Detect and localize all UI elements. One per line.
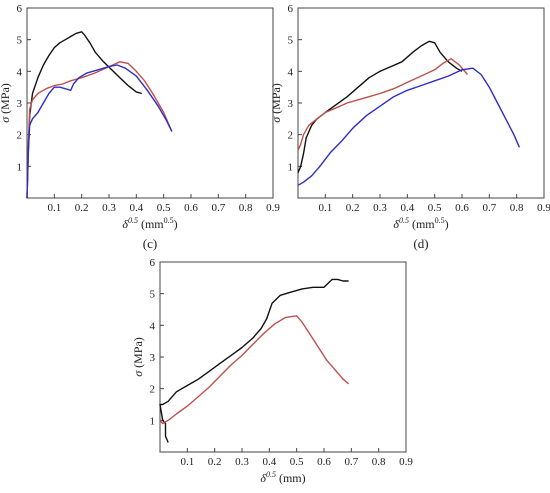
x-tick-label: 0.3	[102, 202, 116, 214]
panel-label: (c)	[143, 236, 157, 251]
y-tick-label: 5	[288, 35, 294, 47]
plot-frame	[159, 261, 407, 453]
panel-label: (d)	[413, 236, 428, 251]
y-tick-label: 6	[17, 3, 23, 15]
x-tick-label: 0.8	[239, 202, 253, 214]
y-tick-label: 4	[150, 320, 156, 332]
x-tick-label: 0.1	[47, 202, 61, 214]
y-tick-label: 6	[288, 3, 294, 15]
y-tick-label: 3	[150, 352, 156, 364]
x-tick-label: 0.5	[290, 456, 304, 468]
x-tick-label: 0.2	[75, 202, 89, 214]
y-tick-label: 5	[17, 35, 23, 47]
y-tick-label: 1	[17, 161, 23, 173]
x-axis-label: δ0.5 (mm0.5)	[122, 216, 177, 231]
x-tick-label: 0.6	[317, 456, 331, 468]
x-tick-label: 0.1	[318, 202, 332, 214]
x-axis-label: δ0.5 (mm0.5)	[393, 216, 448, 231]
series-line-2	[159, 315, 350, 425]
y-tick-label: 5	[150, 289, 156, 301]
x-tick-label: 0.4	[129, 202, 143, 214]
y-tick-label: 1	[288, 161, 294, 173]
y-tick-label: 3	[288, 98, 294, 110]
x-tick-label: 0.9	[399, 456, 413, 468]
x-tick-label: 0.9	[537, 202, 550, 214]
x-axis-label: δ0.5 (mm)	[260, 470, 305, 485]
x-tick-label: 0.8	[372, 456, 386, 468]
chart-panel-3: 1 2 3 4 5 6 0.1 0.2 0.3 0.4 0.5 0.6 0.7 0.8 0.9 δ0.5 (m…	[131, 257, 413, 493]
y-tick-label: 4	[288, 66, 294, 78]
panel-label: (e)	[276, 490, 290, 493]
y-tick-label: 2	[150, 384, 156, 396]
y-axis-label: σ (MPa)	[269, 83, 283, 123]
series-line-1	[159, 278, 349, 443]
x-tick-label: 0.6	[184, 202, 198, 214]
plot-frame	[297, 7, 545, 199]
y-tick-label: 4	[17, 66, 23, 78]
x-tick-label: 0.4	[400, 202, 414, 214]
series-line-2	[26, 61, 173, 199]
y-tick-label: 1	[150, 415, 156, 427]
x-tick-label: 0.2	[346, 202, 360, 214]
x-tick-label: 0.3	[373, 202, 387, 214]
chart-panel-2: 1 2 3 4 5 6 0.1 0.2 0.3 0.4 0.5 0.6 0.7 0.8 0.9 δ0.5 (m…	[269, 3, 550, 251]
x-tick-label: 0.5	[428, 202, 442, 214]
x-tick-label: 0.7	[211, 202, 225, 214]
series-line-1	[297, 40, 463, 173]
x-tick-label: 0.7	[344, 456, 358, 468]
chart-panel-1: 1 2 3 4 5 6 0.1 0.2 0.3 0.4 0.5 0.6 0.7 0.8 0.9 δ0.5 (m…	[0, 3, 280, 251]
x-tick-label: 0.9	[266, 202, 280, 214]
x-tick-label: 0.5	[157, 202, 171, 214]
x-tick-label: 0.3	[235, 456, 249, 468]
y-axis-label: σ (MPa)	[0, 83, 12, 123]
plot-frame	[26, 7, 274, 199]
x-tick-label: 0.7	[482, 202, 496, 214]
y-tick-label: 6	[150, 257, 156, 269]
x-tick-label: 0.4	[262, 456, 276, 468]
x-tick-label: 0.1	[180, 456, 194, 468]
series-line-1	[26, 31, 142, 199]
x-tick-label: 0.8	[510, 202, 524, 214]
y-tick-label: 3	[17, 98, 23, 110]
x-tick-label: 0.6	[455, 202, 469, 214]
x-tick-label: 0.2	[208, 456, 222, 468]
series-line-3	[26, 64, 173, 199]
series-line-2	[297, 58, 469, 151]
y-tick-label: 2	[288, 130, 294, 142]
y-tick-label: 2	[17, 130, 23, 142]
series-line-3	[297, 67, 521, 186]
y-axis-label: σ (MPa)	[131, 337, 145, 377]
